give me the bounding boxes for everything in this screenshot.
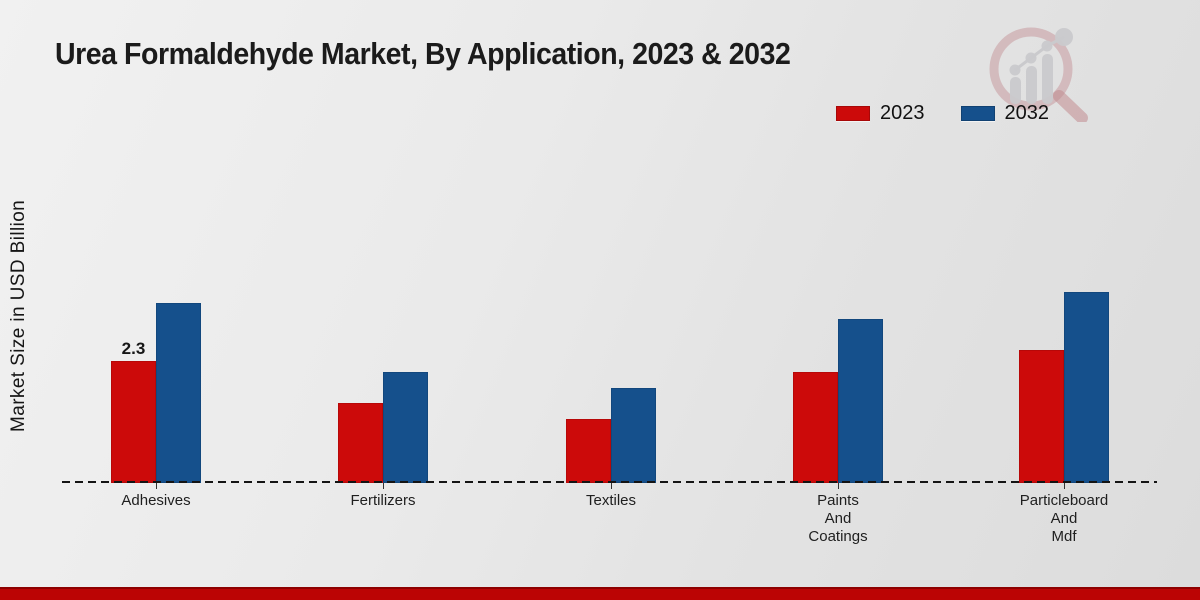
legend-label-2023: 2023 [880,102,925,124]
x-axis-tick [838,483,839,489]
x-axis-label-paints-and-coatings: Paints And Coatings [808,492,868,545]
bar-2032-fertilizers [383,372,428,483]
legend-item-2023: 2023 [836,102,925,125]
bar-2023-textiles [566,419,611,483]
bar-value-label: 2.3 [121,339,146,358]
y-axis-label: Market Size in USD Billion [8,199,29,432]
x-axis-baseline [62,481,1157,483]
x-axis-tick [1064,483,1065,489]
x-axis-tick [611,483,612,489]
magnifier-bar-chart-logo-icon [989,27,1088,122]
x-axis-label-textiles: Textiles [585,492,637,509]
bar-2023-particleboard-and-mdf [1019,350,1064,483]
legend-swatch-2023-icon [836,106,870,121]
x-axis-tick [383,483,384,489]
footer-accent-bar [0,587,1200,600]
bar-2032-adhesives [156,303,201,483]
legend-label-2032: 2032 [1004,102,1050,124]
chart-title: Urea Formaldehyde Market, By Application… [55,36,791,71]
legend-item-2032: 2032 [960,102,1050,125]
x-axis-label-particleboard-and-mdf: Particleboard And Mdf [1019,492,1109,545]
bar-2032-textiles [611,388,656,483]
bar-2032-particleboard-and-mdf [1064,292,1109,483]
x-axis-label-fertilizers: Fertilizers [350,492,416,509]
bar-2023-adhesives [111,361,156,483]
x-axis-tick [156,483,157,489]
x-axis-label-adhesives: Adhesives [121,492,191,509]
bar-2023-paints-and-coatings [793,372,838,483]
legend: 2023 2032 [836,102,1049,125]
legend-swatch-2032-icon [960,106,995,121]
bar-2023-fertilizers [338,403,383,483]
bar-2032-paints-and-coatings [838,319,883,483]
